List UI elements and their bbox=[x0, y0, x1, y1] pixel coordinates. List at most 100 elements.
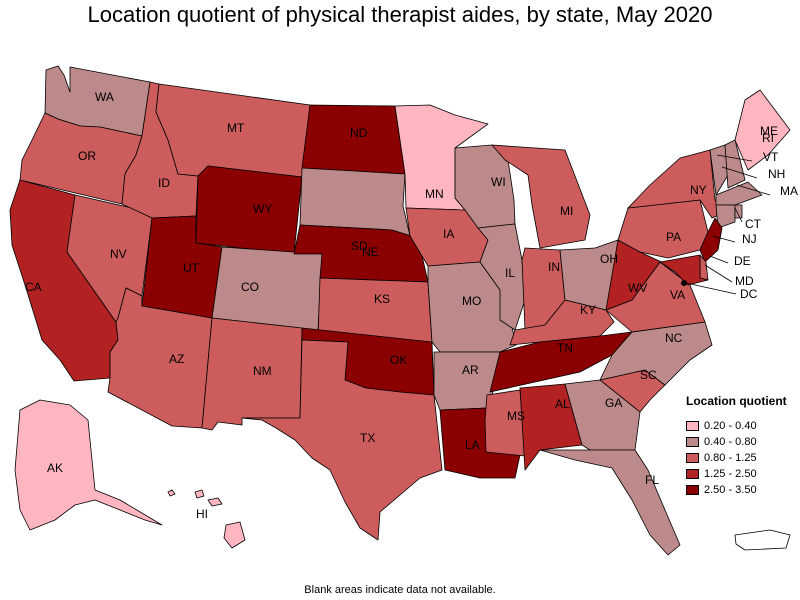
dc-marker-dot bbox=[681, 280, 687, 286]
leader-line bbox=[704, 264, 733, 283]
state-label-ms: MS bbox=[507, 409, 525, 423]
state-label-pa: PA bbox=[666, 230, 681, 244]
leader-line bbox=[685, 282, 737, 295]
state-ma bbox=[715, 181, 763, 206]
state-label-ks: KS bbox=[374, 292, 390, 306]
state-label-nv: NV bbox=[110, 247, 127, 261]
legend-item: 0.40 - 0.80 bbox=[686, 434, 798, 450]
legend-item: 2.50 - 3.50 bbox=[686, 482, 798, 498]
state-label-ia: IA bbox=[443, 227, 454, 241]
legend-label: 0.20 - 0.40 bbox=[704, 420, 757, 432]
state-label-nd: ND bbox=[350, 126, 368, 140]
legend-item: 0.20 - 0.40 bbox=[686, 418, 798, 434]
state-label-il: IL bbox=[505, 266, 515, 280]
state-co bbox=[211, 246, 323, 331]
state-label-nj: NJ bbox=[742, 232, 757, 246]
legend-swatch bbox=[686, 485, 699, 495]
legend-item: 0.80 - 1.25 bbox=[686, 450, 798, 466]
state-label-ri: RI bbox=[762, 131, 774, 145]
state-ri bbox=[734, 204, 743, 219]
state-label-mt: MT bbox=[227, 121, 245, 135]
state-nh bbox=[724, 139, 746, 189]
state-al bbox=[519, 383, 583, 471]
state-label-fl: FL bbox=[645, 473, 659, 487]
state-label-or: OR bbox=[78, 149, 96, 163]
state-label-nm: NM bbox=[253, 364, 272, 378]
state-ky bbox=[509, 299, 615, 346]
state-label-me: ME bbox=[760, 124, 778, 138]
state-tx bbox=[241, 339, 443, 541]
state-label-ak: AK bbox=[47, 461, 63, 475]
state-nc bbox=[599, 321, 713, 386]
state-label-sd: SD bbox=[351, 239, 368, 253]
state-label-co: CO bbox=[241, 280, 259, 294]
state-shapes bbox=[9, 65, 791, 556]
state-label-ma: MA bbox=[780, 184, 798, 198]
leader-line bbox=[734, 207, 743, 223]
state-label-ct: CT bbox=[745, 217, 762, 231]
state-label-in: IN bbox=[548, 260, 560, 274]
state-nm bbox=[201, 317, 303, 431]
state-label-mn: MN bbox=[425, 187, 444, 201]
state-ct bbox=[715, 204, 736, 229]
state-me bbox=[734, 89, 791, 171]
state-label-de: DE bbox=[734, 254, 751, 268]
state-label-ga: GA bbox=[605, 396, 622, 410]
legend-label: 1.25 - 2.50 bbox=[704, 468, 757, 480]
leader-line bbox=[736, 184, 771, 196]
state-label-ut: UT bbox=[183, 261, 200, 275]
legend-swatch bbox=[686, 437, 699, 447]
state-label-mo: MO bbox=[462, 294, 481, 308]
state-wy bbox=[195, 165, 303, 255]
state-label-wi: WI bbox=[491, 175, 506, 189]
legend-label: 0.40 - 0.80 bbox=[704, 436, 757, 448]
state-label-wy: WY bbox=[253, 202, 272, 216]
legend-swatch bbox=[686, 469, 699, 479]
legend: Location quotient 0.20 - 0.40 0.40 - 0.80… bbox=[686, 394, 798, 498]
state-label-la: LA bbox=[465, 438, 480, 452]
state-label-tn: TN bbox=[557, 341, 573, 355]
state-label-al: AL bbox=[555, 397, 570, 411]
state-label-id: ID bbox=[158, 176, 170, 190]
state-label-dc: DC bbox=[740, 287, 758, 301]
state-label-hi: HI bbox=[196, 507, 208, 521]
state-label-sc: SC bbox=[640, 368, 657, 382]
state-label-wv: WV bbox=[628, 281, 647, 295]
map-title: Location quotient of physical therapist … bbox=[87, 2, 713, 27]
label-leader-lines bbox=[685, 154, 771, 295]
state-mi bbox=[491, 144, 591, 249]
state-ny bbox=[627, 149, 731, 219]
state-label-az: AZ bbox=[169, 352, 184, 366]
legend-title: Location quotient bbox=[686, 394, 787, 408]
state-hi bbox=[167, 489, 246, 549]
state-label-ok: OK bbox=[390, 353, 407, 367]
leader-line bbox=[709, 255, 729, 264]
state-label-ny: NY bbox=[690, 183, 707, 197]
legend-swatch bbox=[686, 453, 699, 463]
state-label-ca: CA bbox=[25, 280, 42, 294]
state-label-ar: AR bbox=[462, 363, 479, 377]
leader-line bbox=[716, 154, 753, 162]
state-label-wa: WA bbox=[95, 90, 114, 104]
footnote: Blank areas indicate data not available. bbox=[304, 584, 496, 596]
state-md bbox=[659, 254, 709, 286]
state-label-vt: VT bbox=[763, 150, 779, 164]
state-label-oh: OH bbox=[600, 252, 618, 266]
legend-item: 1.25 - 2.50 bbox=[686, 466, 798, 482]
legend-items: 0.20 - 0.40 0.40 - 0.80 0.80 - 1.25 1.25 - … bbox=[686, 418, 798, 498]
state-label-tx: TX bbox=[360, 431, 375, 445]
state-label-nc: NC bbox=[665, 331, 683, 345]
state-label-nh: NH bbox=[768, 167, 785, 181]
state-ak bbox=[14, 399, 163, 531]
leader-line bbox=[721, 166, 758, 179]
state-label-va: VA bbox=[670, 288, 685, 302]
state-label-ne: NE bbox=[362, 245, 379, 259]
state-fl bbox=[539, 449, 681, 556]
leader-line bbox=[712, 235, 736, 243]
state-pr bbox=[734, 529, 791, 551]
state-label-md: MD bbox=[735, 274, 754, 288]
state-label-ky: KY bbox=[580, 303, 596, 317]
state-ms bbox=[484, 389, 526, 457]
